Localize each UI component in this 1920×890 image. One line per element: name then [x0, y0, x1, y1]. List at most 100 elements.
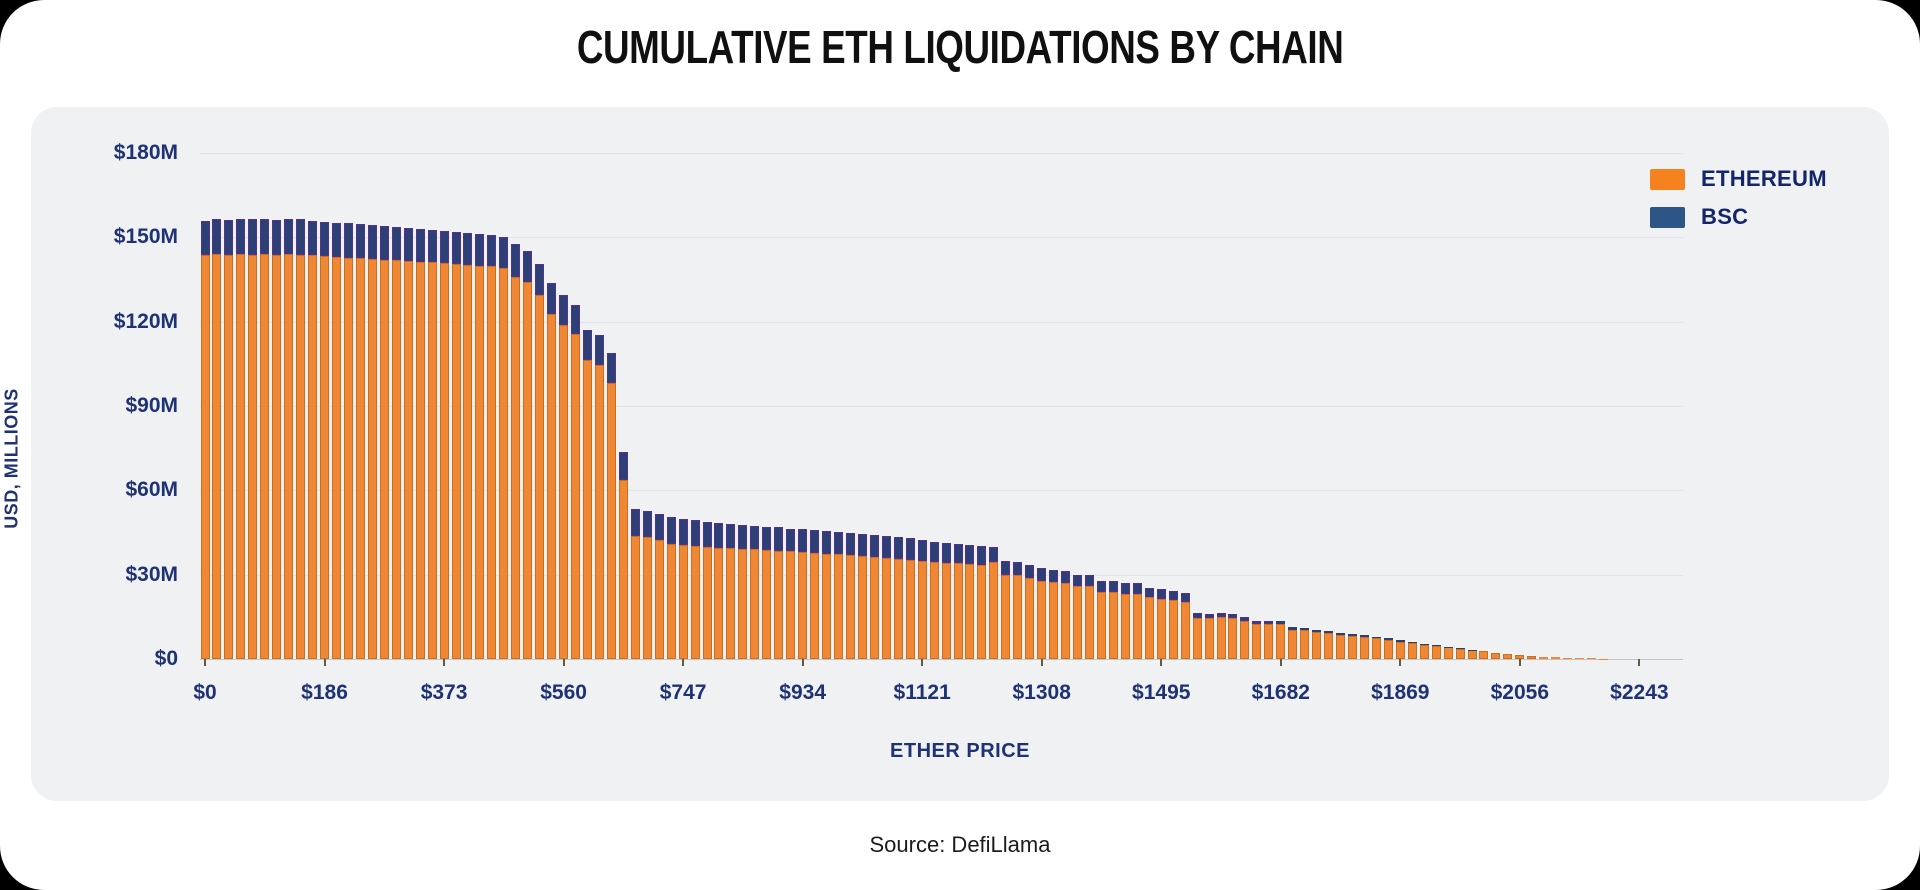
ethereum-bar — [869, 556, 879, 659]
ethereum-bar — [1551, 657, 1561, 659]
chart-legend: ETHEREUM BSC — [1650, 166, 1827, 242]
x-tick-mark — [682, 659, 685, 666]
bsc-bar — [1347, 634, 1357, 636]
ethereum-bar — [1288, 629, 1298, 659]
ethereum-bar — [1264, 623, 1274, 659]
ethereum-bar — [535, 295, 545, 659]
bsc-bar — [535, 263, 545, 296]
bsc-bar — [1419, 643, 1429, 645]
ethereum-bar — [463, 264, 473, 659]
ethereum-bar — [714, 547, 724, 659]
bsc-bar — [690, 520, 700, 546]
ethereum-bar — [977, 565, 987, 659]
bsc-swatch-icon — [1650, 206, 1685, 228]
ethereum-bar — [343, 257, 353, 659]
x-tick-label: $934 — [779, 681, 826, 704]
ethereum-bar — [1180, 601, 1190, 659]
bsc-bar — [1264, 620, 1274, 624]
ethereum-bar — [1168, 600, 1178, 659]
bsc-bar — [1324, 631, 1334, 634]
ethereum-bar — [1276, 624, 1286, 659]
ethereum-bar — [499, 267, 509, 659]
bsc-bar — [499, 236, 509, 268]
ethereum-bar — [690, 546, 700, 659]
bsc-bar — [965, 544, 975, 565]
ethereum-bar — [774, 550, 784, 659]
ethereum-bar — [355, 258, 365, 659]
ethereum-bar — [308, 255, 318, 659]
ethereum-bar — [738, 548, 748, 659]
y-axis-title: USD, MILLIONS — [1, 388, 22, 529]
gridline-$60M — [200, 490, 1683, 492]
bsc-bar — [367, 225, 377, 259]
ethereum-bar — [331, 257, 341, 659]
bsc-bar — [1359, 635, 1369, 638]
ethereum-bar — [642, 537, 652, 659]
ethereum-bar — [1575, 658, 1585, 659]
bsc-bar — [1085, 574, 1095, 587]
bsc-bar — [834, 531, 843, 555]
ethereum-bar — [1383, 639, 1393, 659]
ethereum-bar — [475, 265, 485, 659]
bsc-bar — [726, 524, 736, 549]
ethereum-bar — [1013, 574, 1023, 659]
bsc-bar — [427, 230, 437, 263]
bsc-bar — [702, 522, 712, 547]
bsc-bar — [1395, 640, 1405, 642]
ethereum-bar — [953, 563, 963, 659]
x-tick-label: $1869 — [1371, 681, 1430, 704]
bsc-bar — [487, 235, 497, 267]
x-tick-label: $2056 — [1490, 681, 1550, 704]
ethereum-bar — [1491, 652, 1501, 659]
bsc-bar — [654, 513, 664, 541]
gridline-$30M — [200, 574, 1683, 576]
ethereum-bar — [1563, 657, 1573, 659]
bsc-bar — [1336, 632, 1346, 635]
ethereum-bar — [439, 262, 449, 659]
gridline-$120M — [200, 321, 1683, 323]
x-tick-mark — [921, 659, 924, 666]
bsc-bar — [415, 229, 425, 262]
ethereum-bar — [989, 562, 999, 659]
bsc-bar — [1025, 565, 1035, 579]
bsc-bar — [1288, 627, 1298, 630]
bsc-bar — [618, 452, 628, 480]
ethereum-bar — [200, 254, 210, 659]
ethereum-bar — [834, 554, 843, 659]
ethereum-bar — [726, 548, 736, 659]
ethereum-bar — [762, 549, 772, 659]
ethereum-bar — [571, 334, 581, 659]
bsc-bar — [248, 219, 258, 255]
bsc-bar — [308, 220, 318, 256]
bsc-bar — [272, 219, 282, 255]
ethereum-bar — [1515, 655, 1525, 659]
source-caption: Source: DefiLlama — [869, 832, 1051, 857]
chart-title-text: CUMULATIVE ETH LIQUIDATIONS BY CHAIN — [576, 21, 1344, 73]
ethereum-bar — [1539, 656, 1549, 659]
bsc-bar — [857, 533, 867, 556]
bsc-bar — [941, 542, 951, 563]
bsc-bar — [1300, 628, 1310, 631]
legend-item-bsc: BSC — [1650, 204, 1827, 230]
x-tick-mark — [443, 659, 446, 666]
gridline-$180M — [200, 153, 1683, 155]
bsc-bar — [845, 532, 855, 555]
x-tick-label: $186 — [301, 681, 348, 704]
x-tick-label: $1682 — [1251, 681, 1310, 704]
x-tick-label: $560 — [540, 681, 587, 704]
ethereum-bar — [1049, 582, 1059, 659]
ethereum-bar — [1431, 646, 1441, 659]
ethereum-bar — [379, 259, 389, 659]
chart-title: CUMULATIVE ETH LIQUIDATIONS BY CHAIN — [0, 20, 1920, 74]
bsc-bar — [1240, 617, 1250, 622]
ethereum-bar — [451, 263, 461, 659]
bsc-bar — [822, 531, 832, 554]
bsc-bar — [403, 228, 413, 262]
ethereum-bar — [1336, 634, 1346, 659]
ethereum-bar — [1085, 586, 1095, 659]
y-tick-label: $60M — [125, 478, 178, 502]
bsc-bar — [1276, 621, 1286, 625]
ethereum-bar — [1037, 580, 1047, 659]
bsc-bar — [391, 227, 401, 261]
